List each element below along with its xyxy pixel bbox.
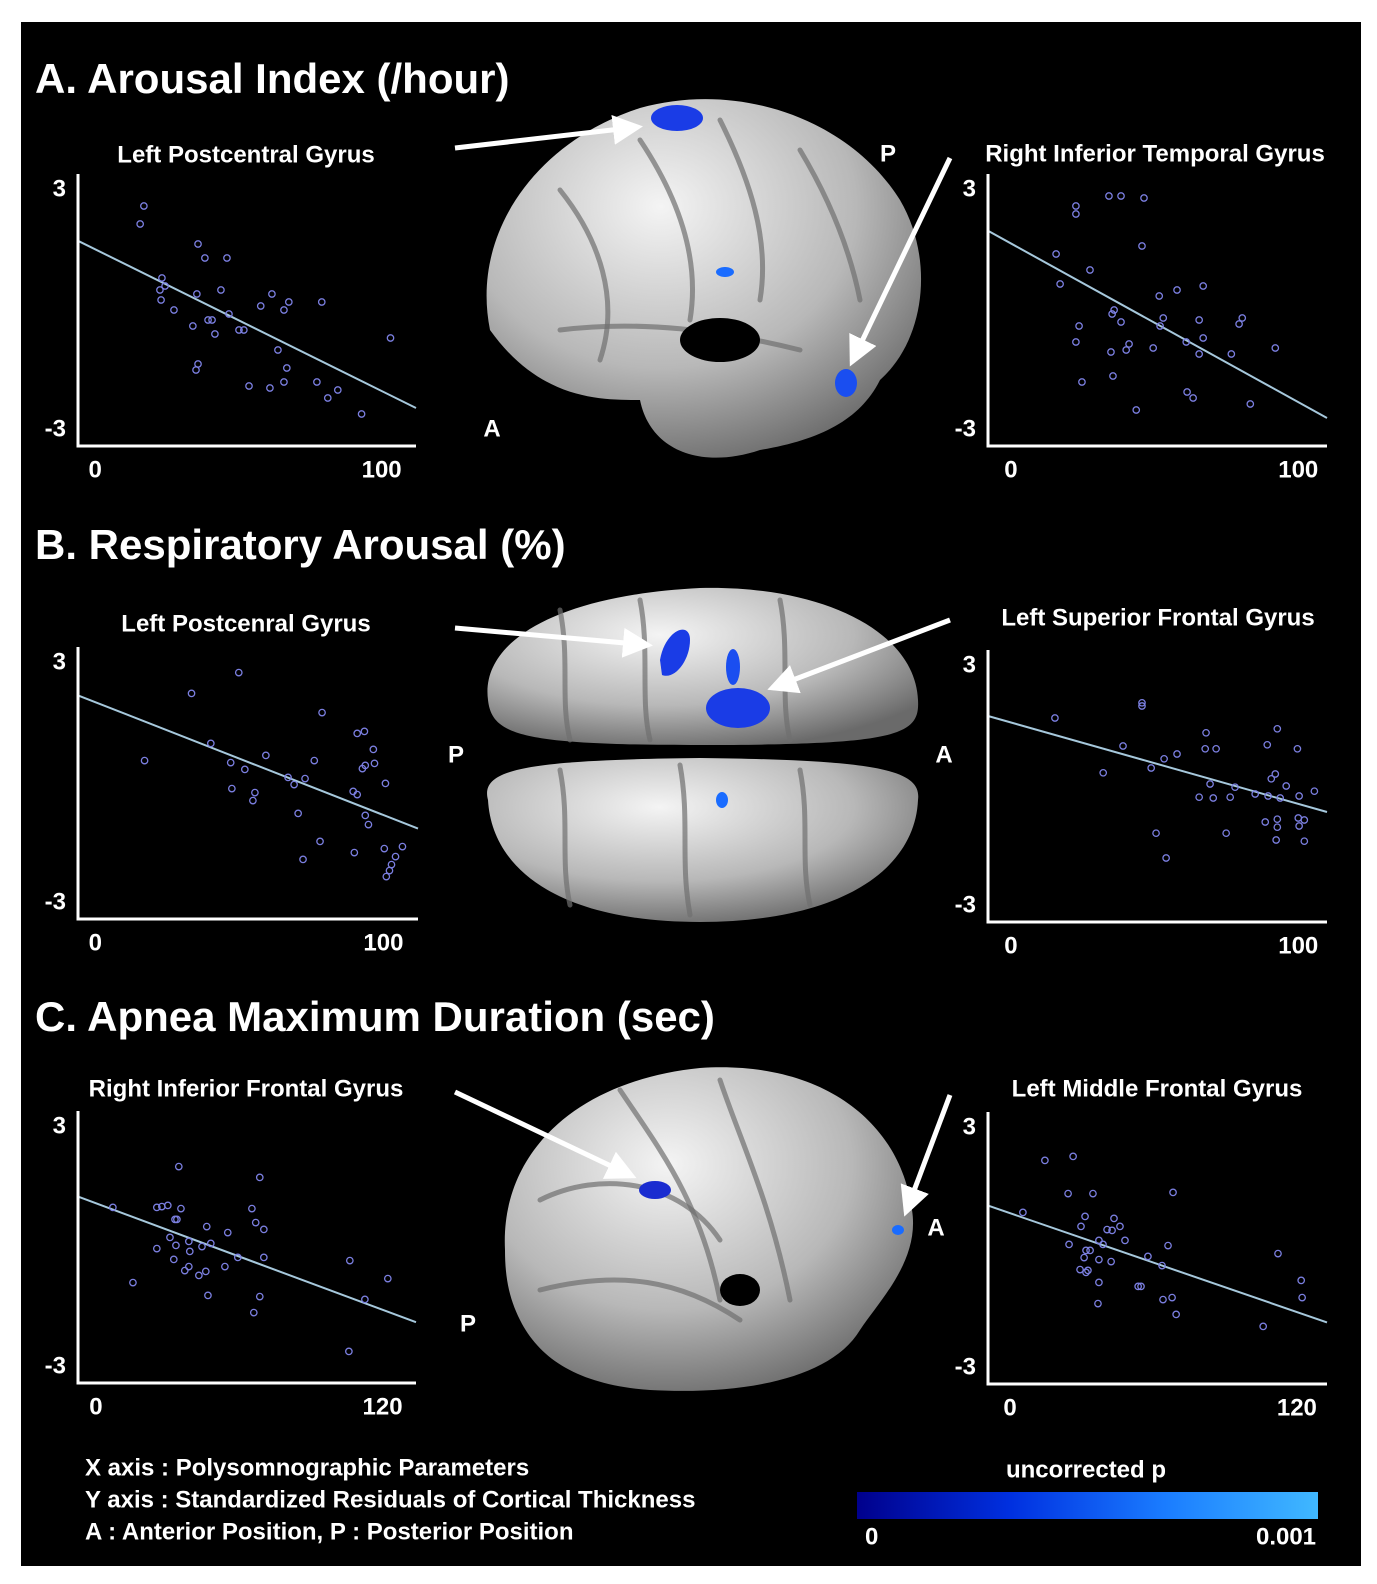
orientation-label: A: [927, 1214, 944, 1241]
x-tick-label: 100: [362, 456, 402, 483]
chart-title: Left Superior Frontal Gyrus: [1001, 604, 1314, 631]
y-tick-label: -3: [955, 891, 976, 918]
y-tick-label: -3: [955, 1353, 976, 1380]
x-tick-label: 0: [1004, 456, 1017, 483]
colorbar: [857, 1492, 1318, 1519]
colorbar-tick-label: 0.001: [1256, 1523, 1316, 1550]
note: X axis : Polysomnographic Parameters: [85, 1454, 529, 1481]
colorbar-tick-label: 0: [865, 1523, 878, 1550]
chart-title: Left Postcenral Gyrus: [121, 610, 370, 637]
y-tick-label: 3: [53, 175, 66, 202]
orientation-label: A: [935, 741, 952, 768]
x-tick-label: 0: [89, 456, 102, 483]
y-tick-label: 3: [53, 648, 66, 675]
section-title: C. Apnea Maximum Duration (sec): [35, 993, 715, 1040]
x-tick-label: 120: [363, 1393, 403, 1420]
y-tick-label: -3: [45, 888, 66, 915]
orientation-label: P: [460, 1310, 476, 1337]
chart-title: Right Inferior Frontal Gyrus: [89, 1075, 404, 1102]
note: A : Anterior Position, P : Posterior Pos…: [85, 1518, 573, 1545]
orientation-label: P: [448, 741, 464, 768]
y-tick-label: 3: [963, 175, 976, 202]
y-tick-label: 3: [963, 651, 976, 678]
section-title: A. Arousal Index (/hour): [35, 55, 509, 102]
x-tick-label: 0: [89, 929, 102, 956]
x-tick-label: 100: [1278, 456, 1318, 483]
y-tick-label: 3: [53, 1112, 66, 1139]
orientation-label: A: [483, 415, 500, 442]
y-tick-label: 3: [963, 1113, 976, 1140]
y-tick-label: -3: [955, 415, 976, 442]
figure: A. Arousal Index (/hour) B. Respiratory A…: [0, 0, 1377, 1584]
x-tick-label: 0: [1004, 932, 1017, 959]
section-title: B. Respiratory Arousal (%): [35, 521, 566, 568]
chart-title: Left Postcentral Gyrus: [117, 141, 374, 168]
y-tick-label: -3: [45, 1352, 66, 1379]
x-tick-label: 120: [1277, 1394, 1317, 1421]
chart-title: Right Inferior Temporal Gyrus: [985, 140, 1325, 167]
orientation-label: P: [880, 140, 896, 167]
colorbar-label: uncorrected p: [1006, 1456, 1166, 1483]
x-tick-label: 100: [1278, 932, 1318, 959]
y-tick-label: -3: [45, 415, 66, 442]
x-tick-label: 100: [363, 929, 403, 956]
chart-title: Left Middle Frontal Gyrus: [1012, 1075, 1303, 1102]
note: Y axis : Standardized Residuals of Corti…: [85, 1486, 695, 1513]
x-tick-label: 0: [89, 1393, 102, 1420]
x-tick-label: 0: [1003, 1394, 1016, 1421]
